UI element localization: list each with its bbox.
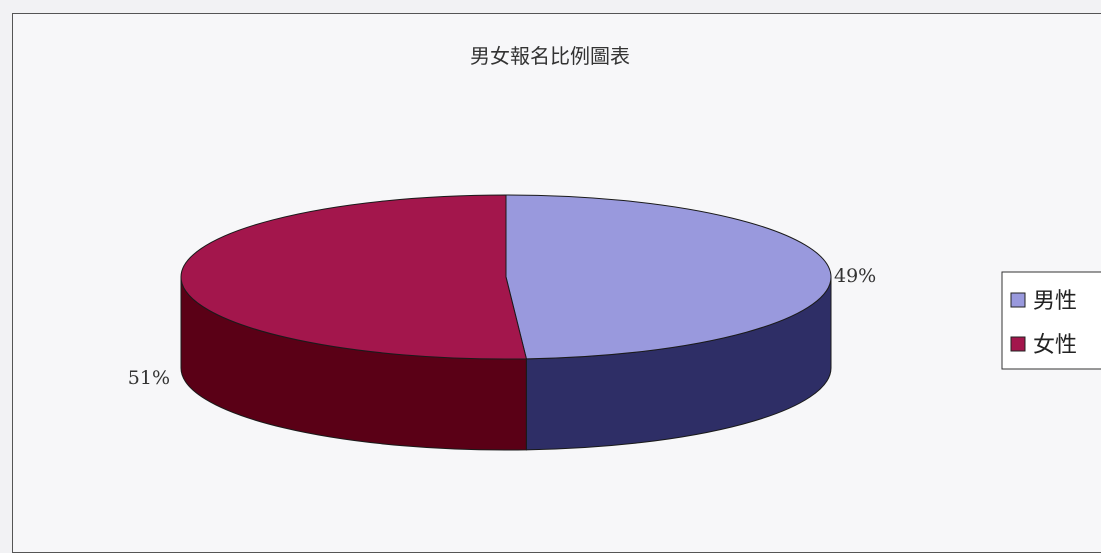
pie-slice-female [180,194,528,360]
legend-swatch-male [1010,292,1026,308]
legend-swatch-female [1010,336,1026,352]
legend-label-male: 男性 [1033,289,1077,314]
legend: 男性 女性 [1001,271,1101,370]
slice-label-male: 49% [834,265,876,287]
pie-slice-male [505,194,832,360]
legend-label-female: 女性 [1033,333,1077,358]
legend-box [1001,271,1101,370]
slice-label-female: 51% [128,367,170,389]
chart-title: 男女報名比例圖表 [470,44,630,68]
